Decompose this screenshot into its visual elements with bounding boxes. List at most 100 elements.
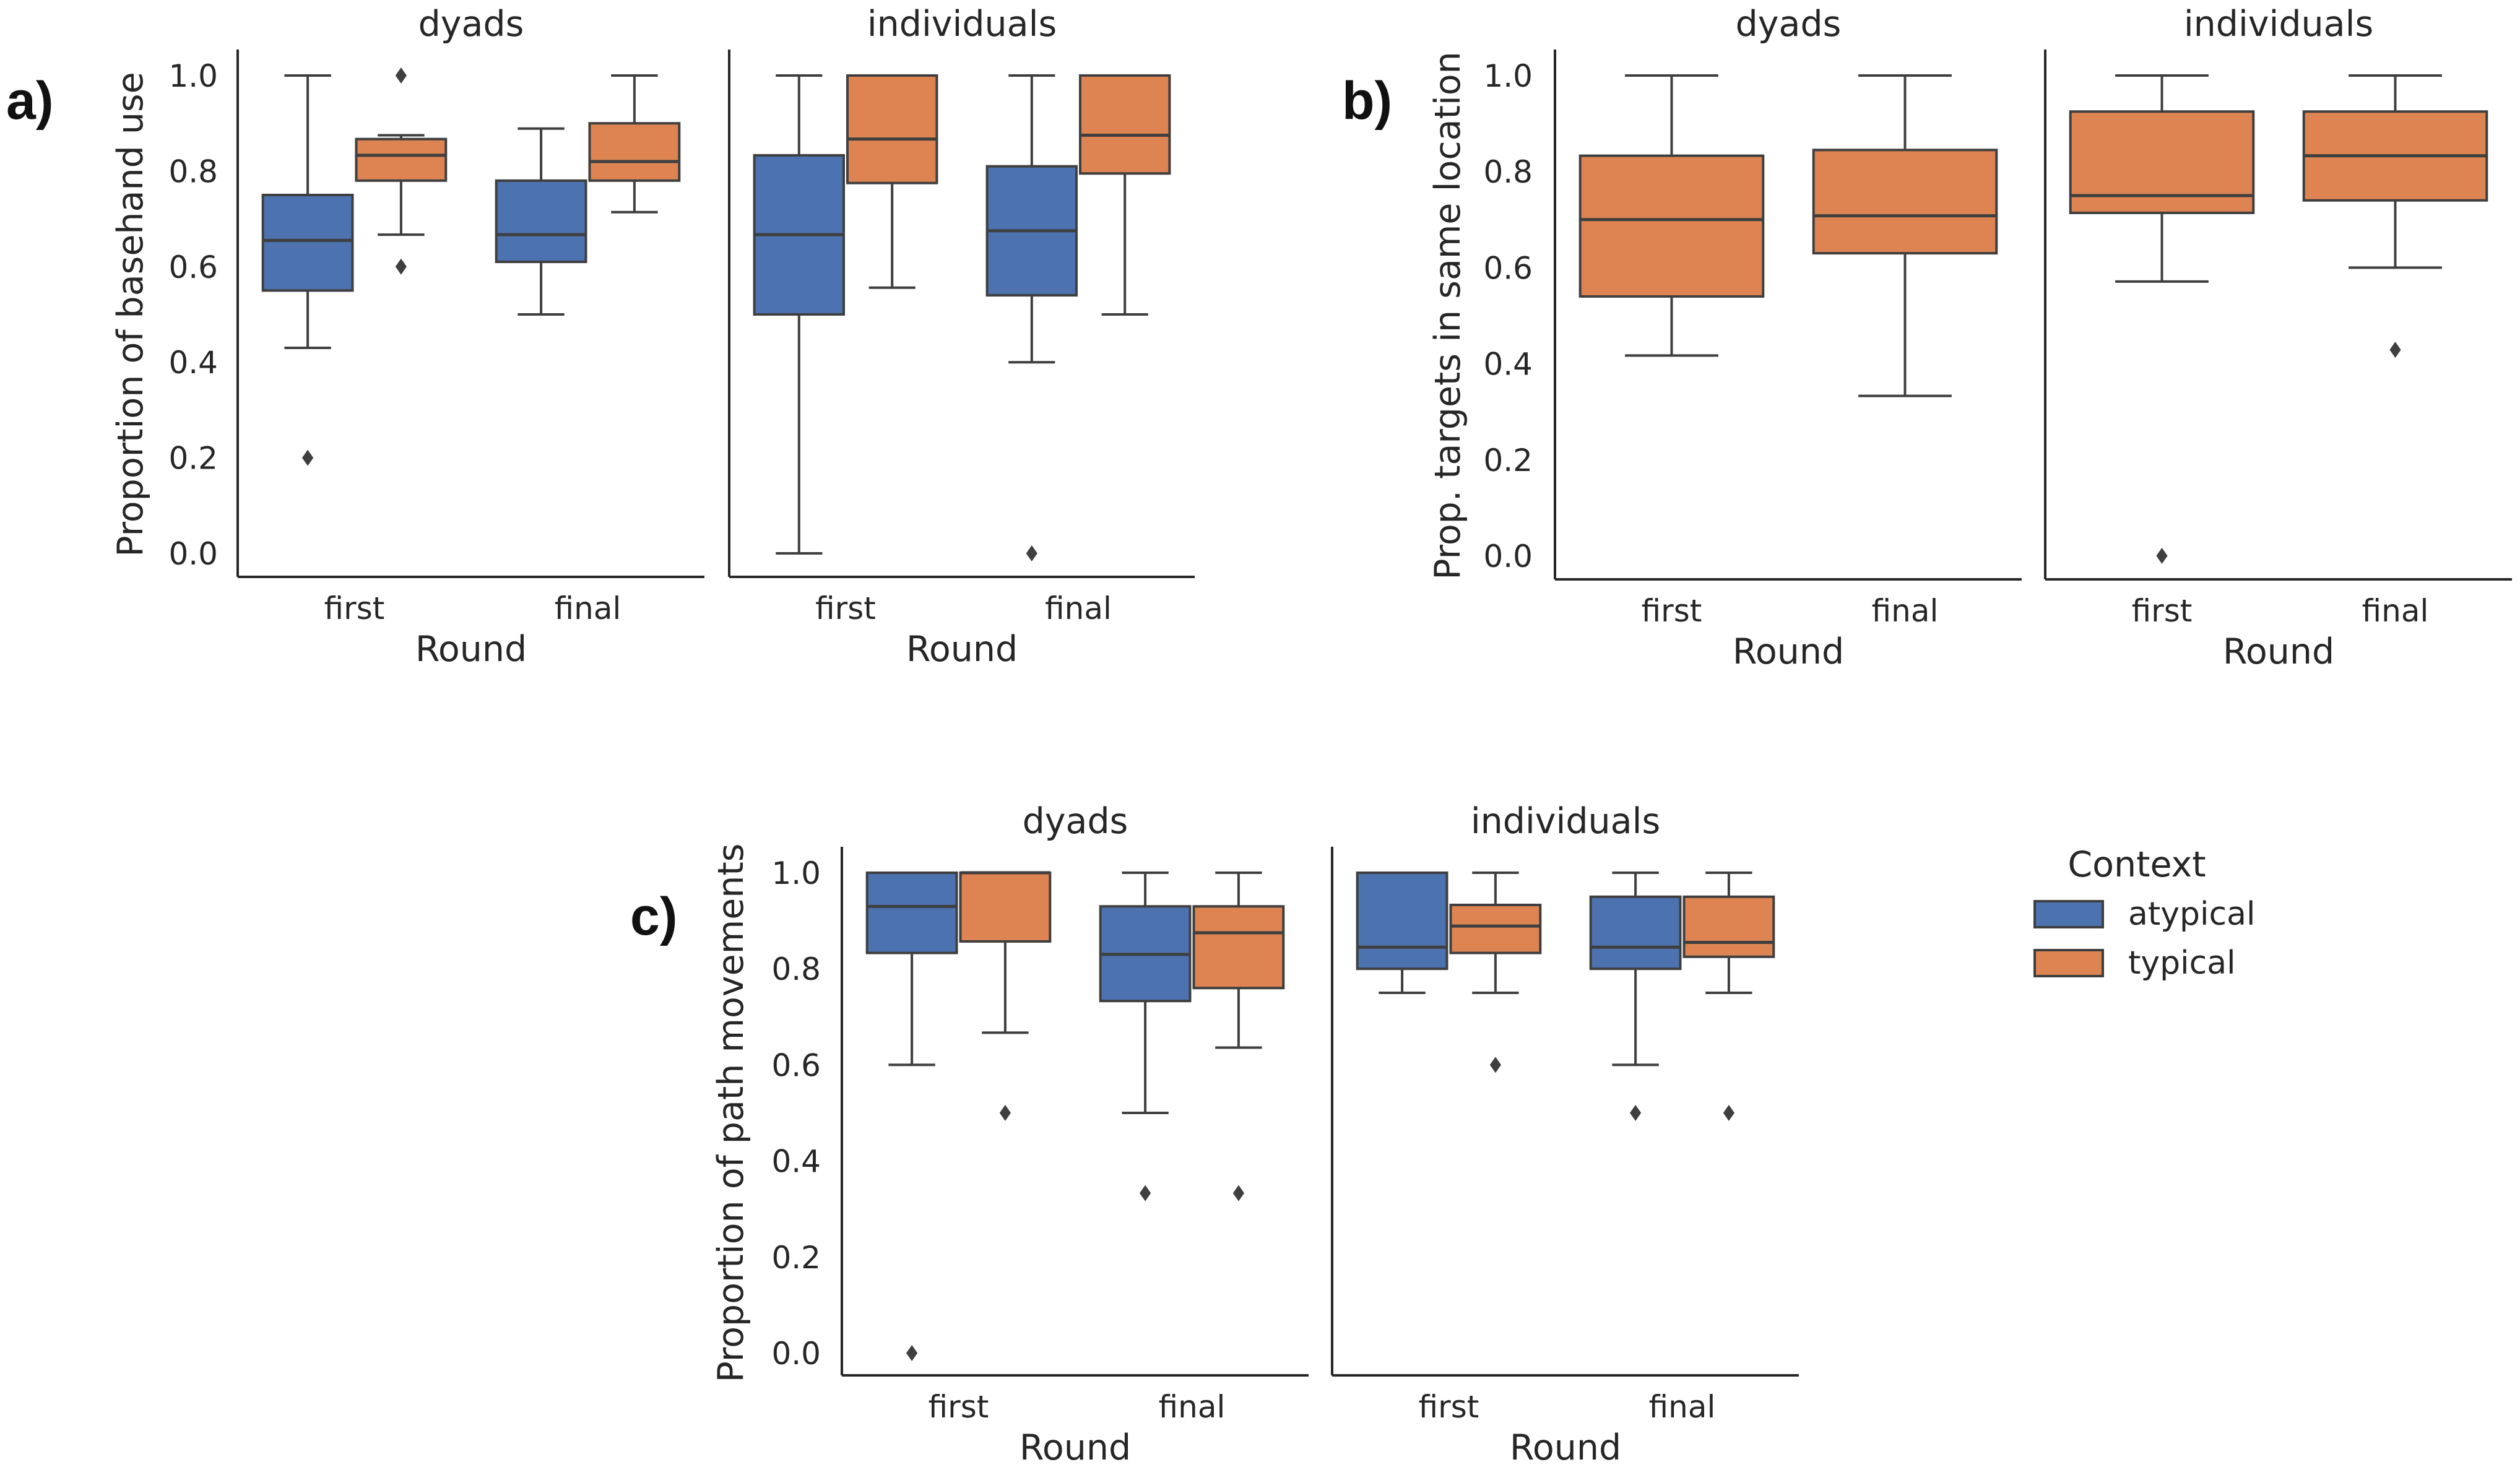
- box-first-atypical: [865, 872, 958, 1361]
- y-tick-label: 0.6: [1483, 250, 1533, 286]
- outlier-point: [302, 449, 314, 466]
- box-body: [261, 194, 354, 292]
- y-axis-label: Prop. targets in same location: [1427, 51, 1468, 580]
- facet-title: dyads: [1023, 801, 1128, 842]
- box-body: [2069, 110, 2255, 214]
- facet-individuals: individuals first final Round: [2044, 4, 2512, 672]
- panel-label-b: b): [1342, 71, 1392, 131]
- outlier-point: [1140, 1185, 1151, 1201]
- y-tick-label: 0.8: [771, 951, 821, 987]
- box-final-typical: [1812, 74, 1998, 397]
- x-tick-label: first: [1419, 1389, 1479, 1425]
- box-final-atypical: [1589, 872, 1682, 1121]
- box-final-typical: [1682, 872, 1775, 1121]
- box-first-typical: [846, 74, 938, 289]
- y-tick-label: 0.6: [771, 1047, 821, 1083]
- outlier-point: [2156, 548, 2168, 564]
- box-final-typical: [588, 74, 681, 214]
- box-body: [1192, 905, 1285, 990]
- y-tick-label: 0.8: [1483, 154, 1533, 190]
- box-first-atypical: [261, 74, 354, 466]
- outlier-point: [2389, 342, 2401, 358]
- x-axis-label: Round: [2223, 631, 2334, 672]
- box-body: [355, 137, 448, 182]
- box-body: [588, 122, 681, 182]
- x-axis-label: Round: [1020, 1427, 1131, 1468]
- y-tick-label: 0.2: [1483, 443, 1533, 478]
- legend-label-typical: typical: [2128, 945, 2236, 982]
- legend: Context atypical typical: [2033, 844, 2255, 982]
- y-tick-label: 0.2: [771, 1240, 821, 1276]
- y-tick-label: 0.0: [168, 536, 218, 572]
- outlier-point: [1630, 1105, 1642, 1121]
- y-tick-label: 0.4: [168, 345, 218, 381]
- facet-title: individuals: [867, 4, 1057, 45]
- box-final-typical: [1079, 74, 1171, 316]
- box-body: [1578, 154, 1765, 298]
- outlier-point: [999, 1105, 1011, 1121]
- x-tick-label: first: [815, 590, 876, 626]
- box-first-typical: [1578, 74, 1765, 357]
- outlier-point: [1723, 1105, 1734, 1121]
- box-body: [846, 74, 938, 184]
- facet-individuals: individuals first final Round: [728, 4, 1195, 670]
- outlier-point: [906, 1345, 918, 1361]
- box-body: [865, 872, 958, 954]
- x-tick-label: first: [929, 1389, 989, 1425]
- y-tick-label: 0.8: [168, 154, 218, 189]
- legend-swatch-typical: [2033, 949, 2104, 977]
- x-tick-label: final: [1649, 1389, 1716, 1425]
- box-final-atypical: [495, 127, 587, 316]
- y-tick-label: 0.0: [771, 1336, 821, 1372]
- x-axis-label: Round: [1733, 631, 1844, 672]
- x-axis-label: Round: [1510, 1427, 1621, 1468]
- y-tick-label: 0.2: [168, 441, 218, 477]
- facet-dyads: dyads first final Round: [236, 4, 704, 670]
- outlier-point: [1489, 1057, 1501, 1073]
- box-first-typical: [959, 871, 1052, 1121]
- y-axis-label: Proportion of path movements: [711, 844, 751, 1383]
- legend-swatch-atypical: [2033, 900, 2104, 928]
- x-axis-label: Round: [906, 629, 1018, 670]
- outlier-point: [1026, 545, 1037, 561]
- outlier-point: [1232, 1185, 1244, 1201]
- panel-label-c: c): [630, 887, 677, 946]
- box-body: [959, 872, 1052, 943]
- box-body: [1589, 895, 1682, 971]
- box-first-typical: [1449, 872, 1542, 1073]
- outlier-point: [395, 67, 407, 84]
- x-tick-label: first: [1642, 593, 1702, 629]
- box-body: [1356, 872, 1448, 971]
- x-tick-label: final: [555, 590, 621, 626]
- legend-label-atypical: atypical: [2128, 896, 2255, 933]
- facet-title: dyads: [418, 4, 524, 45]
- facet-title: dyads: [1736, 4, 1842, 45]
- facet-title: individuals: [2184, 4, 2373, 45]
- legend-title: Context: [2068, 844, 2206, 885]
- chart-panel-b: Prop. targets in same location 0.0 0.2 0.4 0…: [1427, 4, 2512, 672]
- box-first-typical: [2069, 74, 2255, 564]
- box-first-atypical: [753, 74, 845, 555]
- chart-panel-c: Proportion of path movements 0.0 0.2 0.4 0.6…: [711, 801, 1799, 1468]
- y-tick-label: 1.0: [771, 855, 821, 891]
- x-tick-label: final: [1872, 593, 1939, 629]
- y-tick-label: 0.4: [771, 1144, 821, 1180]
- box-final-atypical: [985, 74, 1078, 561]
- chart-panel-a: Proportion of basehand use 0.0 0.2 0.4 0.6 0.…: [110, 4, 1195, 670]
- facet-dyads: dyads first final Round: [1554, 4, 2022, 672]
- y-tick-label: 0.4: [1483, 347, 1533, 383]
- x-tick-label: first: [2132, 593, 2193, 629]
- facet-individuals: individuals first final Round: [1331, 801, 1799, 1468]
- y-tick-label: 0.0: [1483, 539, 1533, 574]
- facet-title: individuals: [1471, 801, 1660, 842]
- outlier-point: [395, 258, 407, 275]
- y-tick-label: 1.0: [168, 58, 218, 94]
- box-body: [1449, 903, 1542, 954]
- box-body: [495, 179, 587, 264]
- box-final-typical: [2302, 74, 2488, 358]
- facet-dyads: dyads first final Round: [841, 801, 1309, 1468]
- x-tick-label: final: [2362, 593, 2429, 629]
- panel-label-a: a): [6, 71, 53, 131]
- box-body: [1079, 74, 1171, 175]
